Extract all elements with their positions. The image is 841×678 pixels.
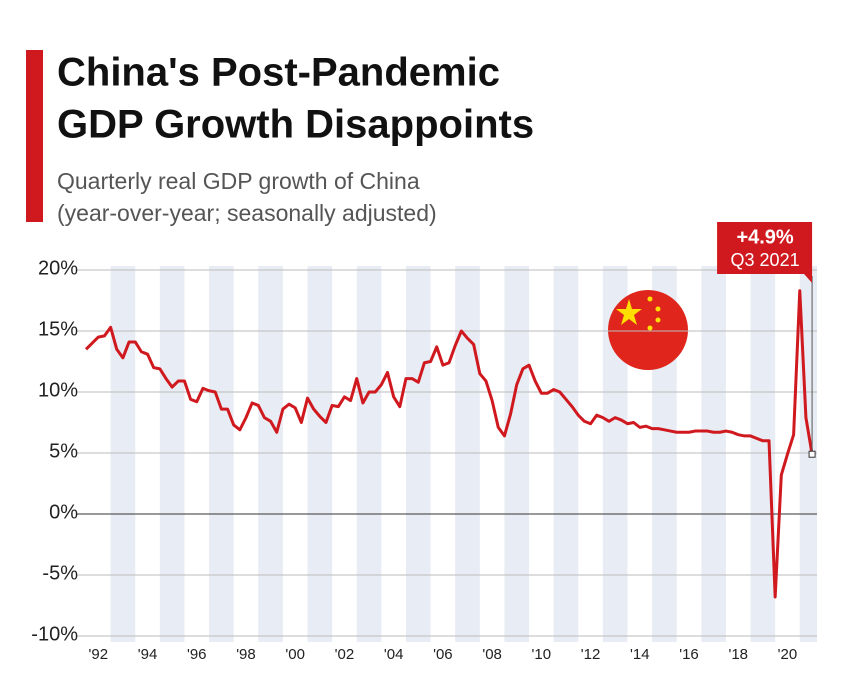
annotation-sublabel: Q3 2021 — [731, 250, 800, 270]
year-band — [553, 266, 579, 642]
year-bands — [110, 266, 817, 642]
x-tick-label: '94 — [138, 646, 158, 663]
x-tick-label: '10 — [532, 646, 552, 663]
line — [84, 289, 814, 599]
x-tick-label: '14 — [630, 646, 650, 663]
year-band — [405, 266, 431, 642]
annotation-label: +4.9% — [736, 226, 793, 248]
year-band — [258, 266, 283, 642]
year-band — [209, 266, 234, 642]
flag-icon — [608, 290, 688, 370]
year-band — [110, 266, 136, 642]
x-tick-label: '20 — [778, 646, 798, 663]
x-tick-label: '06 — [433, 646, 453, 663]
title-accent — [26, 50, 43, 222]
x-tick-label: '16 — [679, 646, 699, 663]
year-band — [455, 266, 480, 642]
y-tick-label: -10% — [31, 623, 78, 645]
year-band — [307, 266, 333, 642]
annotation-pointer — [804, 274, 813, 283]
year-band — [159, 266, 185, 642]
end-marker — [808, 450, 816, 458]
y-tick-label: 20% — [38, 257, 78, 279]
chart-title: China's Post-Pandemic — [57, 51, 500, 95]
x-tick-label: '18 — [728, 646, 748, 663]
year-band — [504, 266, 530, 642]
x-tick-label: '04 — [384, 646, 404, 663]
chart-subtitle: Quarterly real GDP growth of China — [57, 168, 420, 194]
x-tick-label: '02 — [335, 646, 355, 663]
chart-title: GDP Growth Disappoints — [57, 103, 534, 147]
y-tick-label: 0% — [49, 501, 78, 523]
x-tick-label: '96 — [187, 646, 207, 663]
y-tick-label: 5% — [49, 440, 78, 462]
x-tick-label: '92 — [89, 646, 109, 663]
y-tick-label: 10% — [38, 379, 78, 401]
chart-subtitle: (year-over-year; seasonally adjusted) — [57, 200, 437, 226]
x-tick-label: '00 — [285, 646, 305, 663]
year-band — [356, 266, 382, 642]
x-tick-label: '08 — [482, 646, 502, 663]
year-band — [750, 266, 776, 642]
y-tick-label: -5% — [42, 562, 78, 584]
x-tick-label: '12 — [581, 646, 601, 663]
annotation-box — [717, 222, 813, 274]
year-band — [701, 266, 726, 642]
y-tick-label: 15% — [38, 318, 78, 340]
x-tick-label: '98 — [236, 646, 256, 663]
